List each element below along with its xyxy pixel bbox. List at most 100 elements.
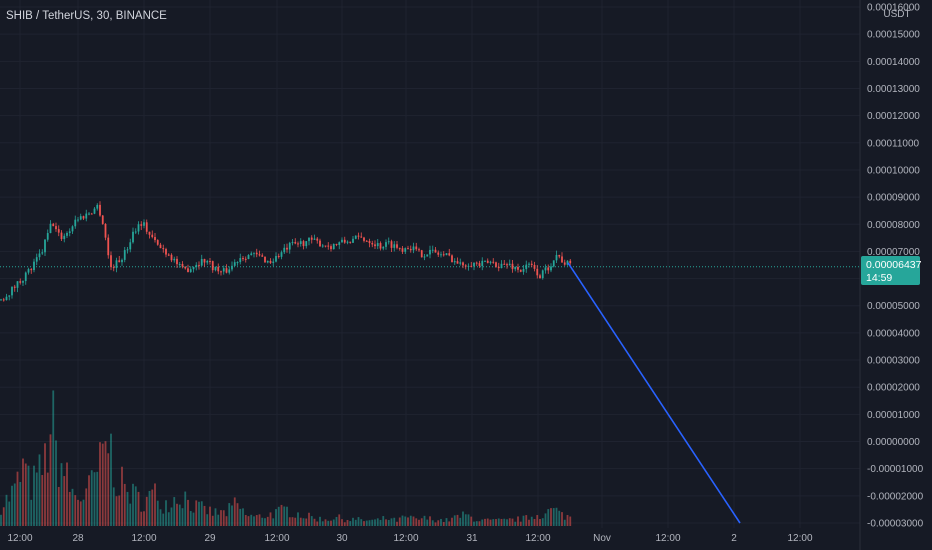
candle-body (558, 254, 561, 257)
volume-bar (330, 520, 332, 526)
candle-body (412, 246, 415, 251)
volume-bar (294, 517, 297, 526)
volume-bar (489, 519, 492, 526)
candle-body (165, 249, 167, 255)
candle-body (302, 241, 305, 247)
volume-bar (544, 513, 547, 526)
candle-body (533, 264, 536, 269)
volume-bar (486, 518, 489, 526)
volume-bar (129, 503, 132, 526)
volume-bar (500, 518, 503, 526)
volume-bar (550, 508, 552, 526)
candle-body (431, 249, 434, 251)
candle-body (481, 260, 484, 267)
candle-body (335, 243, 338, 245)
candle-body (387, 241, 390, 243)
candle-body (517, 266, 519, 270)
currency-label: USDT (883, 9, 910, 20)
volume-bar (558, 510, 561, 526)
volume-bar (365, 520, 368, 526)
candle-body (495, 262, 497, 267)
candle-body (173, 258, 176, 261)
volume-bars (0, 390, 572, 526)
candle-body (536, 268, 539, 276)
candle-body (508, 263, 511, 266)
price-tick-label: 0.00004000 (867, 328, 920, 339)
time-axis[interactable]: 12:00 28 12:00 29 12:00 30 12:00 31 12:00 Nov 12:0… (7, 533, 812, 544)
volume-bar (492, 519, 495, 526)
volume-bar (346, 519, 349, 526)
volume-bar (552, 508, 555, 526)
candle-body (297, 243, 299, 245)
candle-body (308, 237, 310, 242)
candle-body (445, 253, 448, 256)
price-tick-label: 0.00011000 (867, 138, 920, 149)
volume-bar (156, 500, 159, 526)
candle-body (22, 281, 24, 283)
candle-body (115, 260, 118, 269)
volume-bar (533, 518, 536, 526)
candle-body (137, 224, 140, 232)
volume-bar (123, 483, 126, 526)
candle-body (352, 238, 354, 243)
time-tick-label: 31 (466, 533, 478, 544)
volume-bar (206, 514, 209, 526)
candle-body (134, 231, 137, 233)
volume-bar (66, 462, 68, 526)
volume-bar (38, 454, 41, 526)
candle-body (24, 272, 27, 282)
volume-bar (305, 518, 308, 526)
volume-bar (440, 518, 442, 526)
volume-bar (316, 521, 319, 526)
price-axis[interactable]: 0.00016000 0.00015000 0.00014000 0.00013000… (867, 3, 924, 530)
price-tick-label: 0.00014000 (867, 57, 920, 68)
volume-bar (539, 518, 541, 526)
candle-body (60, 232, 63, 240)
candle-body (225, 268, 228, 273)
volume-bar (239, 508, 242, 526)
price-tick-label: 0.00008000 (867, 220, 920, 231)
volume-bar (228, 503, 231, 526)
candle-body (181, 263, 184, 267)
last-price-tag: 0.00006437 14:59 (861, 256, 922, 285)
volume-bar (231, 505, 233, 526)
candle-body (217, 266, 220, 272)
candle-body (541, 270, 544, 279)
volume-bar (283, 506, 286, 526)
volume-bar (115, 496, 118, 526)
volume-bar (74, 495, 77, 526)
volume-bar (203, 505, 206, 526)
volume-bar (134, 486, 137, 526)
volume-bar (374, 519, 376, 526)
candle-body (55, 226, 57, 230)
volume-bar (517, 516, 519, 526)
volume-bar (145, 496, 148, 526)
candle-body (415, 246, 418, 250)
volume-bar (277, 506, 280, 526)
candle-body (484, 260, 486, 262)
candle-body (236, 262, 239, 264)
volume-bar (423, 515, 426, 526)
volume-bar (415, 518, 418, 526)
candle-body (88, 213, 90, 215)
price-tick-label: 0.00016000 (867, 3, 920, 14)
candle-body (486, 260, 489, 263)
candle-body (489, 261, 492, 263)
candle-body (437, 252, 440, 255)
volume-bar (55, 440, 57, 526)
volume-bar (280, 504, 283, 526)
volume-bar (286, 506, 288, 526)
volume-bar (569, 516, 572, 526)
volume-bar (528, 519, 530, 526)
time-tick-label: 29 (204, 533, 216, 544)
candlesticks[interactable] (0, 201, 572, 302)
candle-body (423, 256, 426, 258)
trend-line[interactable] (567, 262, 741, 524)
price-tick-label: 0.00005000 (867, 301, 920, 312)
candle-body (74, 219, 77, 227)
candle-body (390, 241, 393, 248)
candle-body (330, 246, 332, 250)
volume-bar (244, 515, 247, 526)
volume-bar (360, 519, 363, 526)
